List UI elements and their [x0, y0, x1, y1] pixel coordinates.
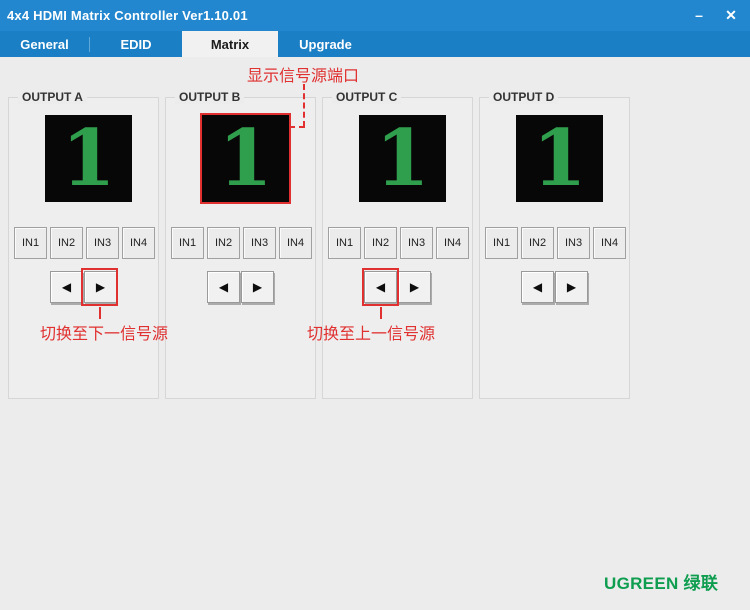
output-c-arrow-buttons: ◀ ▶ — [364, 271, 431, 303]
left-arrow-icon[interactable]: ◀ — [218, 280, 229, 294]
window-title: 4x4 HDMI Matrix Controller Ver1.10.01 — [7, 8, 248, 23]
tab-upgrade[interactable]: Upgrade — [299, 36, 352, 52]
right-arrow-icon[interactable]: ▶ — [566, 280, 577, 294]
output-d-label: OUTPUT D — [489, 90, 559, 104]
ugreen-logo: UGREEN 绿联 — [604, 574, 719, 593]
left-arrow-icon[interactable]: ◀ — [61, 280, 72, 294]
output-b-in4-button[interactable]: IN4 — [279, 227, 312, 259]
annotation-prev-source-note: 切换至上一信号源 — [307, 326, 436, 343]
annotation-dashed-line — [380, 307, 382, 319]
output-c-source-display: 1 — [359, 115, 446, 202]
title-bar: 4x4 HDMI Matrix Controller Ver1.10.01 – … — [0, 0, 750, 31]
output-d-in2-button[interactable]: IN2 — [521, 227, 554, 259]
output-c-group: OUTPUT C 1 IN1 IN2 IN3 IN4 ◀ ▶ — [322, 90, 473, 399]
annotation-dashed-line — [99, 307, 101, 319]
output-b-source-number: 1 — [218, 113, 273, 204]
output-d-group: OUTPUT D 1 IN1 IN2 IN3 IN4 ◀ ▶ — [479, 90, 630, 399]
left-arrow-icon[interactable]: ◀ — [375, 280, 386, 294]
output-d-in3-button[interactable]: IN3 — [557, 227, 590, 259]
output-a-prev-button: ◀ — [50, 271, 83, 303]
annotation-prev-button-highlight — [362, 268, 399, 306]
output-a-group: OUTPUT A 1 IN1 IN2 IN3 IN4 ◀ ▶ — [8, 90, 159, 399]
output-d-prev-button: ◀ — [521, 271, 554, 303]
close-button[interactable]: ✕ — [725, 7, 737, 23]
right-arrow-icon[interactable]: ▶ — [252, 280, 263, 294]
output-a-in2-button[interactable]: IN2 — [50, 227, 83, 259]
output-a-source-display: 1 — [45, 115, 132, 202]
window-controls: – ✕ — [690, 0, 750, 31]
minimize-button[interactable]: – — [695, 7, 703, 23]
tab-bar: General EDID Matrix Upgrade — [0, 31, 750, 57]
output-c-next-button: ▶ — [398, 271, 431, 303]
annotation-dashed-line — [289, 126, 305, 128]
output-a-source-number: 1 — [61, 113, 116, 204]
output-c-source-number: 1 — [375, 113, 430, 204]
right-arrow-icon[interactable]: ▶ — [95, 280, 106, 294]
left-arrow-icon[interactable]: ◀ — [532, 280, 543, 294]
output-b-in3-button[interactable]: IN3 — [243, 227, 276, 259]
output-a-input-buttons: IN1 IN2 IN3 IN4 — [14, 227, 155, 259]
tab-matrix[interactable]: Matrix — [182, 31, 278, 57]
output-b-label: OUTPUT B — [175, 90, 245, 104]
output-a-in4-button[interactable]: IN4 — [122, 227, 155, 259]
output-c-in4-button[interactable]: IN4 — [436, 227, 469, 259]
output-c-in1-button[interactable]: IN1 — [328, 227, 361, 259]
output-b-source-display: 1 — [200, 113, 291, 204]
output-b-arrow-buttons: ◀ ▶ — [207, 271, 274, 303]
tab-separator — [89, 36, 90, 52]
output-a-in1-button[interactable]: IN1 — [14, 227, 47, 259]
tab-general[interactable]: General — [20, 36, 69, 52]
output-d-source-display: 1 — [516, 115, 603, 202]
output-d-in4-button[interactable]: IN4 — [593, 227, 626, 259]
output-b-group: OUTPUT B 1 IN1 IN2 IN3 IN4 ◀ ▶ — [165, 90, 316, 399]
output-b-in1-button[interactable]: IN1 — [171, 227, 204, 259]
annotation-next-button-highlight — [81, 268, 118, 306]
tab-edid[interactable]: EDID — [120, 36, 152, 52]
output-d-source-number: 1 — [532, 113, 587, 204]
output-b-input-buttons: IN1 IN2 IN3 IN4 — [171, 227, 312, 259]
output-d-in1-button[interactable]: IN1 — [485, 227, 518, 259]
right-arrow-icon[interactable]: ▶ — [409, 280, 420, 294]
output-a-in3-button[interactable]: IN3 — [86, 227, 119, 259]
output-c-label: OUTPUT C — [332, 90, 402, 104]
output-b-prev-button: ◀ — [207, 271, 240, 303]
annotation-display-source-note: 显示信号源端口 — [247, 68, 360, 85]
output-c-input-buttons: IN1 IN2 IN3 IN4 — [328, 227, 469, 259]
output-d-input-buttons: IN1 IN2 IN3 IN4 — [485, 227, 626, 259]
output-d-next-button: ▶ — [555, 271, 588, 303]
annotation-dashed-line — [303, 84, 305, 127]
output-c-prev-button: ◀ — [364, 271, 397, 303]
matrix-tab-content: OUTPUT A 1 IN1 IN2 IN3 IN4 ◀ ▶ OUTPUT B … — [0, 57, 750, 610]
annotation-next-source-note: 切换至下一信号源 — [40, 326, 169, 343]
output-c-in2-button[interactable]: IN2 — [364, 227, 397, 259]
output-b-next-button: ▶ — [241, 271, 274, 303]
output-a-arrow-buttons: ◀ ▶ — [50, 271, 117, 303]
output-b-in2-button[interactable]: IN2 — [207, 227, 240, 259]
output-c-in3-button[interactable]: IN3 — [400, 227, 433, 259]
output-d-arrow-buttons: ◀ ▶ — [521, 271, 588, 303]
output-a-label: OUTPUT A — [18, 90, 87, 104]
